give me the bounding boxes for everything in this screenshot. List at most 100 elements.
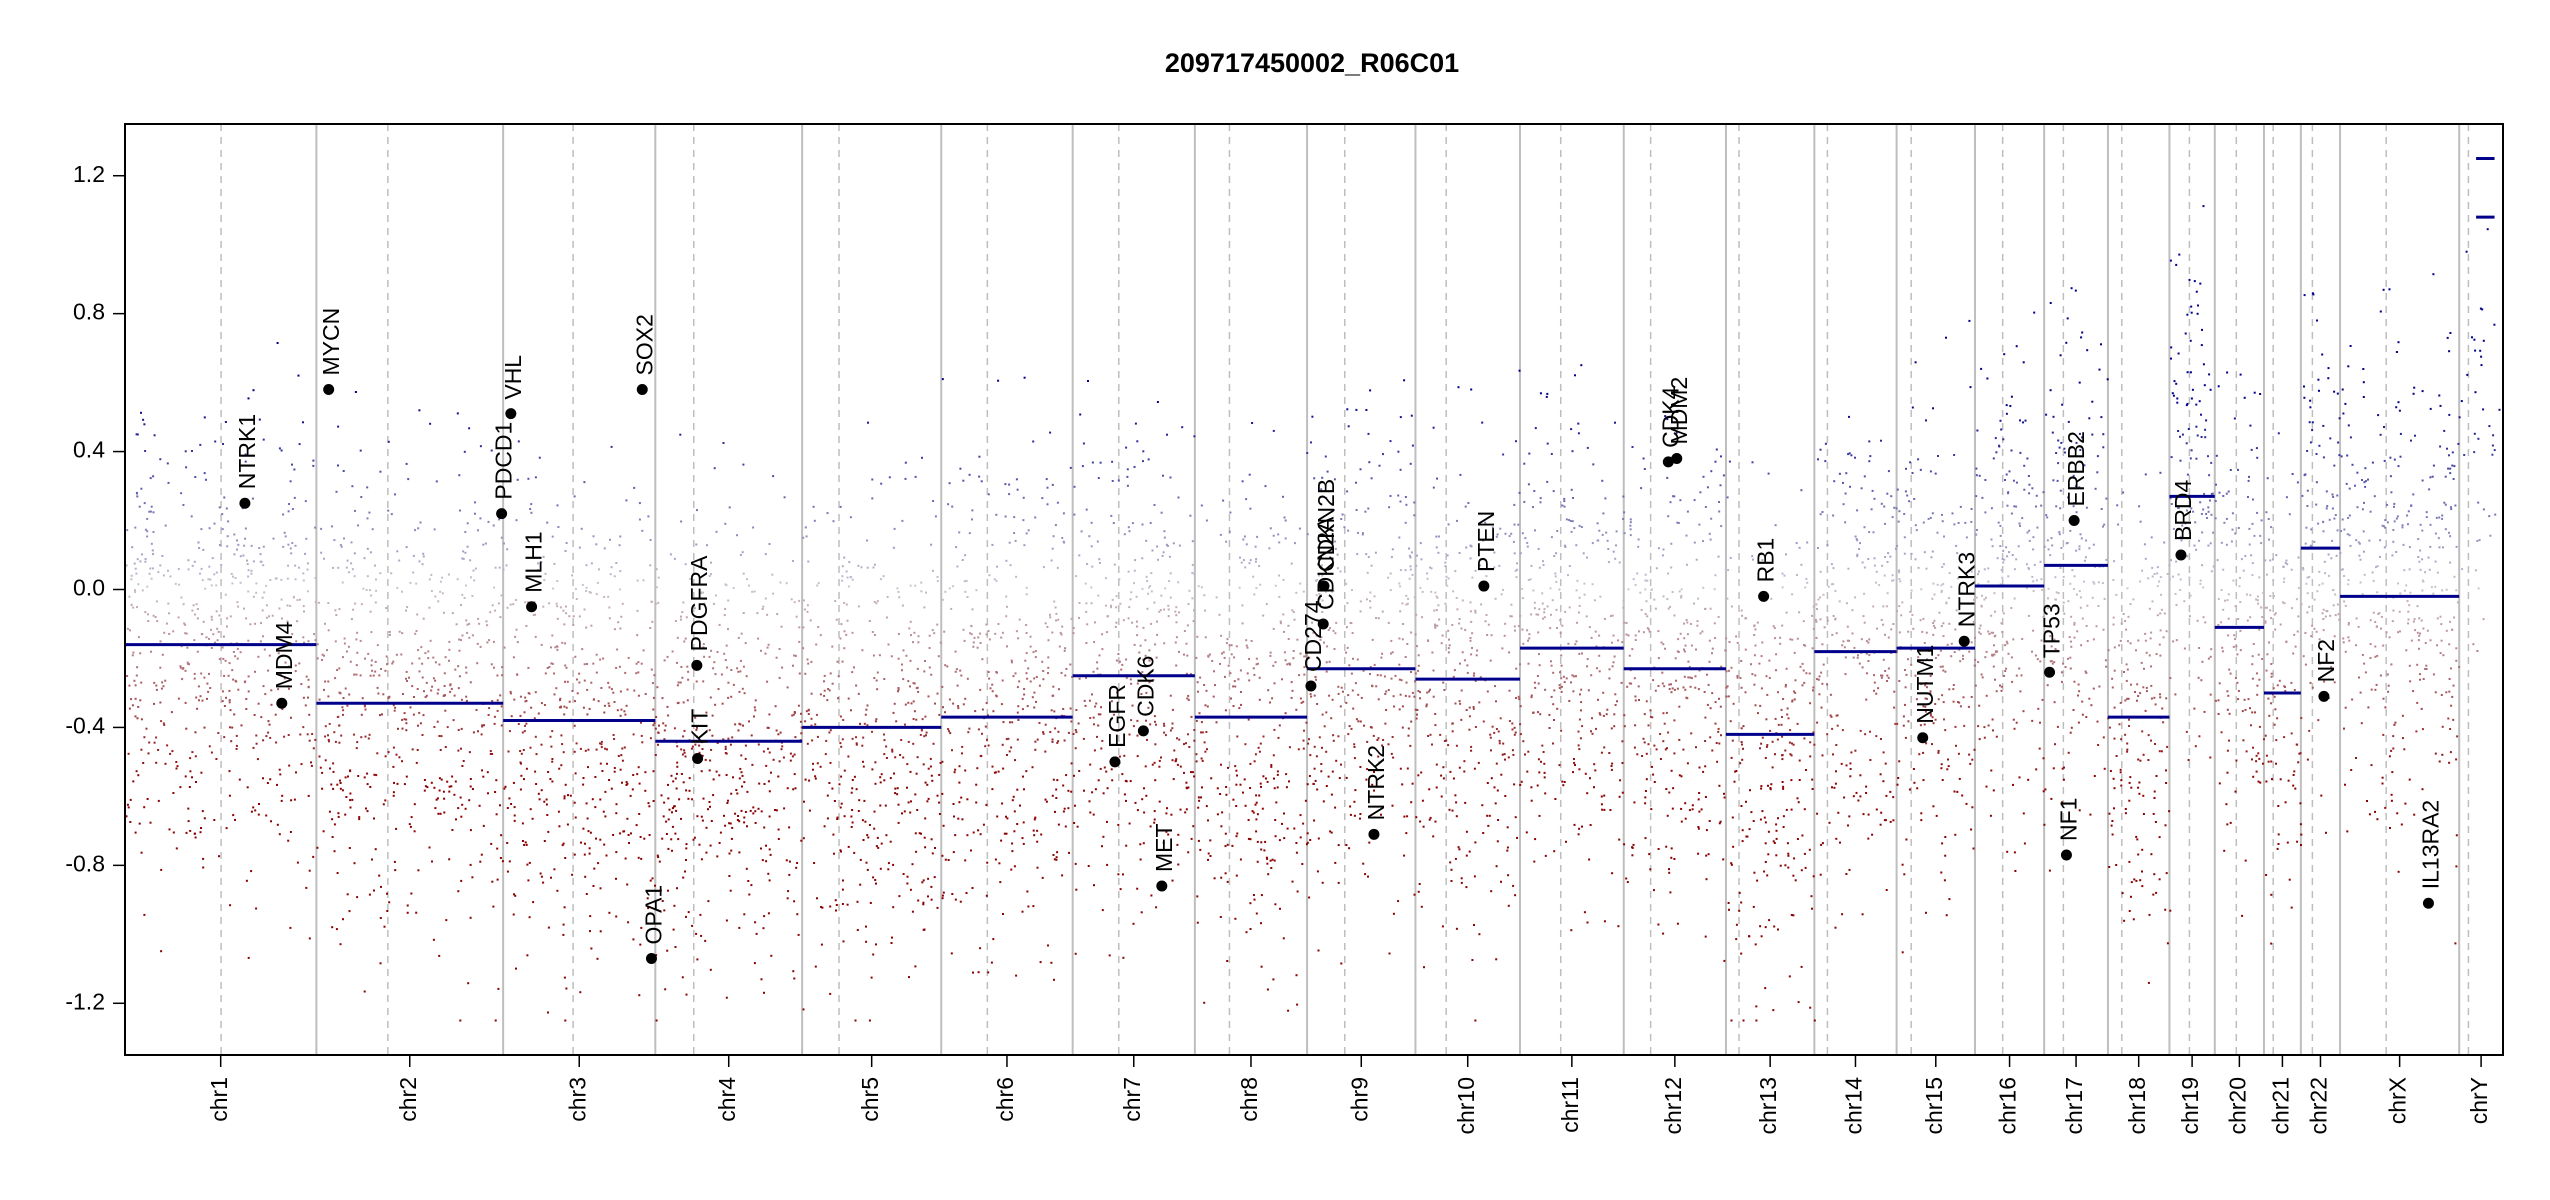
probe-point bbox=[727, 696, 730, 699]
probe-point bbox=[708, 769, 711, 772]
probe-point bbox=[200, 827, 202, 829]
probe-point bbox=[1230, 697, 1232, 700]
probe-point bbox=[1051, 740, 1054, 743]
probe-point bbox=[1409, 568, 1412, 571]
probe-point bbox=[1298, 674, 1301, 677]
probe-point bbox=[1730, 756, 1733, 759]
probe-point bbox=[1649, 709, 1652, 712]
probe-point bbox=[1308, 656, 1311, 659]
probe-point bbox=[1012, 795, 1015, 798]
probe-point bbox=[387, 751, 390, 754]
probe-point bbox=[1523, 462, 1526, 465]
probe-point bbox=[1131, 704, 1134, 707]
probe-point bbox=[1708, 820, 1711, 822]
probe-point bbox=[1629, 534, 1632, 537]
probe-point bbox=[1760, 742, 1763, 745]
probe-point bbox=[1312, 783, 1315, 785]
probe-point bbox=[1666, 814, 1669, 817]
probe-point bbox=[914, 475, 917, 478]
probe-point bbox=[513, 814, 516, 817]
probe-point bbox=[1120, 668, 1123, 671]
probe-point bbox=[693, 836, 696, 839]
probe-point bbox=[369, 589, 371, 592]
probe-point bbox=[1292, 650, 1295, 652]
probe-point bbox=[563, 976, 566, 979]
probe-point bbox=[582, 783, 585, 786]
probe-point bbox=[1767, 830, 1770, 833]
probe-point bbox=[548, 602, 551, 605]
probe-point bbox=[310, 761, 312, 764]
probe-point bbox=[502, 568, 505, 571]
probe-point bbox=[380, 668, 382, 670]
probe-point bbox=[288, 503, 290, 505]
probe-point bbox=[556, 645, 558, 648]
probe-point bbox=[793, 773, 796, 776]
probe-point bbox=[1573, 527, 1576, 530]
probe-point bbox=[503, 542, 505, 545]
probe-point bbox=[462, 550, 465, 553]
probe-point bbox=[1000, 703, 1003, 706]
probe-point bbox=[1655, 748, 1658, 751]
probe-point bbox=[1662, 643, 1665, 646]
probe-point bbox=[1534, 838, 1537, 841]
probe-point bbox=[418, 711, 421, 714]
probe-point bbox=[1243, 535, 1246, 538]
probe-point bbox=[457, 665, 460, 668]
probe-point bbox=[1302, 747, 1305, 750]
probe-point bbox=[1340, 686, 1343, 689]
probe-point bbox=[607, 702, 610, 705]
probe-point bbox=[333, 850, 336, 853]
probe-point bbox=[1309, 693, 1312, 696]
probe-point bbox=[1410, 631, 1413, 634]
probe-point bbox=[515, 628, 518, 631]
probe-point bbox=[1279, 622, 1282, 625]
probe-point bbox=[515, 967, 517, 970]
probe-point bbox=[991, 683, 994, 686]
probe-point bbox=[293, 468, 296, 471]
probe-point bbox=[465, 699, 468, 702]
probe-point bbox=[1067, 807, 1070, 810]
probe-point bbox=[445, 919, 448, 922]
probe-point bbox=[1555, 608, 1558, 611]
probe-point bbox=[265, 814, 268, 817]
probe-point bbox=[625, 781, 628, 784]
probe-point bbox=[1482, 832, 1485, 834]
probe-point bbox=[583, 679, 586, 682]
probe-point bbox=[1538, 608, 1541, 611]
probe-point bbox=[150, 542, 153, 545]
probe-point bbox=[354, 602, 357, 605]
probe-point bbox=[1779, 636, 1782, 639]
probe-point bbox=[1560, 654, 1563, 657]
probe-point bbox=[1117, 873, 1120, 876]
probe-point bbox=[1585, 615, 1588, 618]
probe-point bbox=[1521, 532, 1524, 535]
probe-point bbox=[1339, 705, 1342, 708]
probe-point bbox=[1738, 891, 1741, 894]
probe-point bbox=[528, 692, 531, 695]
probe-point bbox=[469, 681, 472, 684]
probe-point bbox=[1447, 629, 1450, 632]
probe-point bbox=[434, 679, 437, 682]
probe-point bbox=[1075, 709, 1078, 711]
probe-point bbox=[1434, 623, 1437, 626]
probe-point bbox=[1490, 749, 1492, 752]
probe-point bbox=[1126, 475, 1129, 478]
probe-point bbox=[1392, 756, 1395, 759]
probe-point bbox=[1452, 675, 1455, 678]
probe-point bbox=[772, 475, 775, 478]
probe-point bbox=[259, 553, 262, 556]
probe-point bbox=[328, 810, 331, 813]
probe-point bbox=[422, 714, 425, 717]
probe-point bbox=[1229, 511, 1232, 514]
probe-point bbox=[1162, 474, 1164, 477]
probe-point bbox=[1332, 734, 1335, 737]
probe-point bbox=[1598, 670, 1601, 673]
probe-point bbox=[718, 774, 721, 777]
probe-point bbox=[1676, 687, 1679, 690]
probe-point bbox=[1147, 706, 1150, 709]
probe-point bbox=[1132, 725, 1135, 728]
probe-point bbox=[742, 572, 745, 575]
probe-point bbox=[680, 748, 683, 751]
probe-point bbox=[562, 609, 565, 612]
probe-point bbox=[922, 901, 925, 904]
